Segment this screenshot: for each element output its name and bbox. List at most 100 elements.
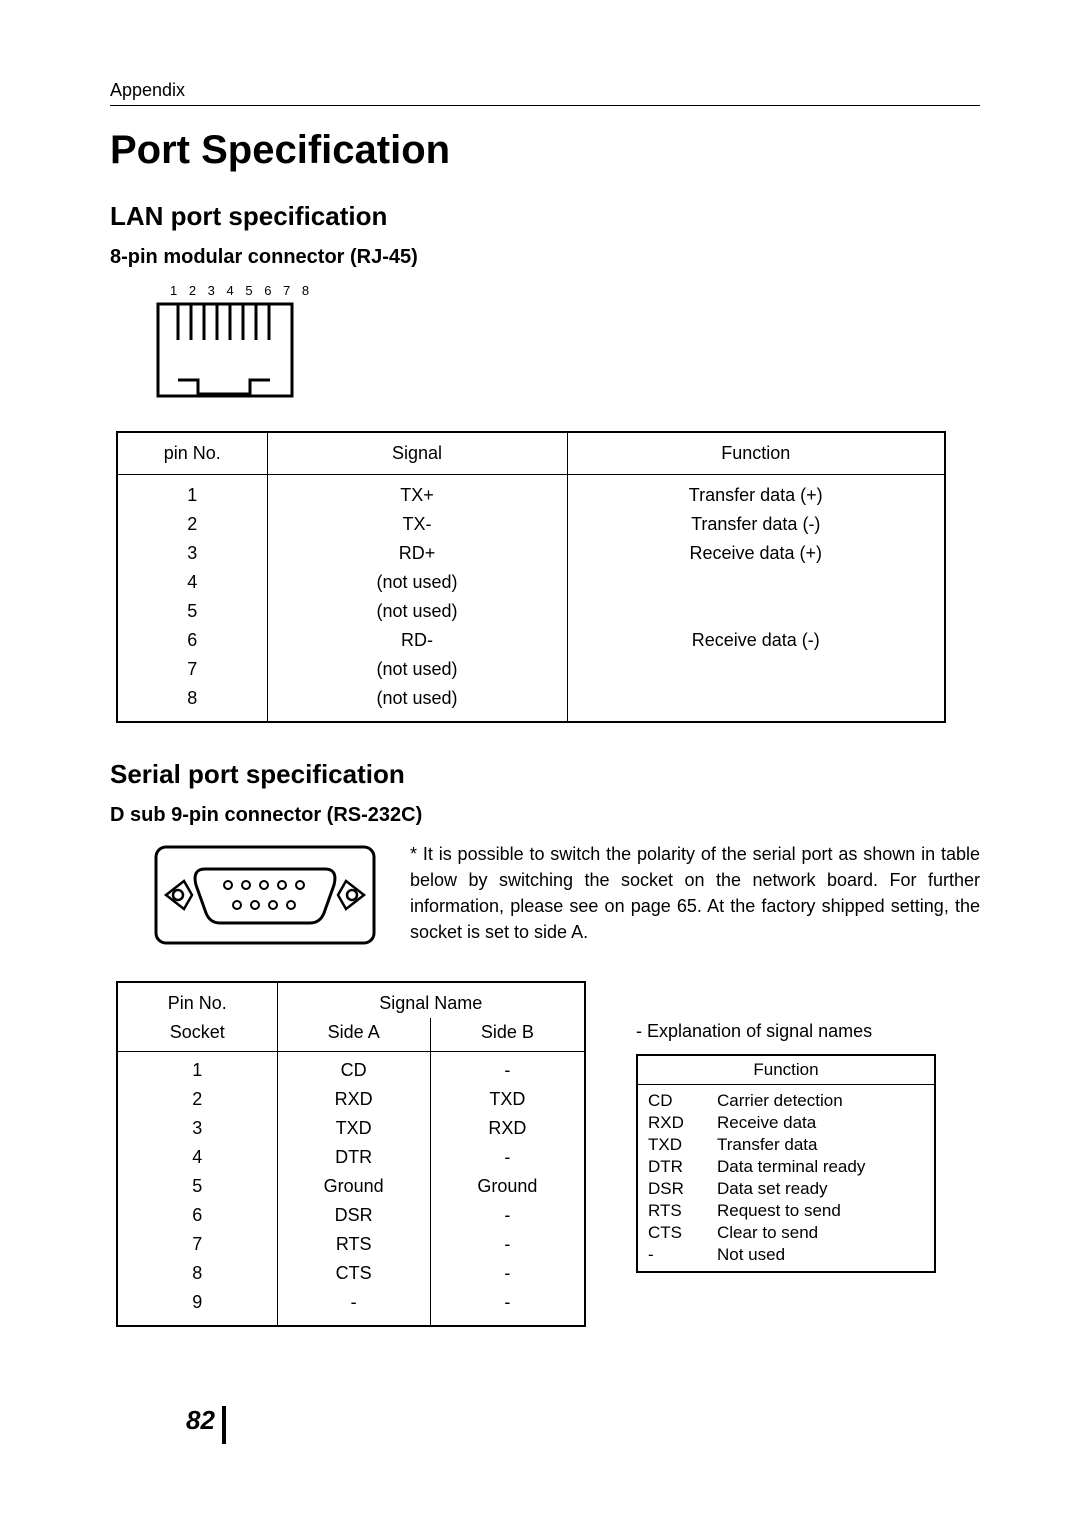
table-row: 6RD-Receive data (-) [117, 626, 945, 655]
cell-function [567, 684, 945, 722]
serial-col-sideb: Side B [430, 1018, 585, 1052]
cell-pin: 1 [117, 475, 267, 511]
table-row: DSRData set ready [637, 1178, 935, 1200]
cell-function: Receive data (-) [567, 626, 945, 655]
table-row: 8CTS- [117, 1259, 585, 1288]
cell-pin: 2 [117, 510, 267, 539]
cell-sideb: - [430, 1201, 585, 1230]
cell-signal: (not used) [267, 568, 567, 597]
table-row: CDCarrier detection [637, 1085, 935, 1113]
cell-desc: Clear to send [707, 1222, 935, 1244]
explanation-header: Function [637, 1055, 935, 1085]
cell-abbr: CD [637, 1085, 707, 1113]
header-bar: Appendix [110, 80, 980, 106]
cell-pin: 3 [117, 1114, 277, 1143]
cell-pin: 6 [117, 626, 267, 655]
explanation-title: - Explanation of signal names [636, 1021, 936, 1042]
cell-pin: 8 [117, 684, 267, 722]
cell-desc: Transfer data [707, 1134, 935, 1156]
serial-pin-table: Pin No. Signal Name Socket Side A Side B… [116, 981, 586, 1327]
table-row: 3TXDRXD [117, 1114, 585, 1143]
cell-signal: (not used) [267, 684, 567, 722]
cell-pin: 7 [117, 1230, 277, 1259]
cell-signal: TX+ [267, 475, 567, 511]
cell-function: Receive data (+) [567, 539, 945, 568]
cell-sidea: - [277, 1288, 430, 1326]
cell-sidea: RXD [277, 1085, 430, 1114]
db9-icon [150, 841, 380, 951]
cell-pin: 3 [117, 539, 267, 568]
table-row: 6DSR- [117, 1201, 585, 1230]
cell-sideb: Ground [430, 1172, 585, 1201]
cell-signal: TX- [267, 510, 567, 539]
cell-signal: RD+ [267, 539, 567, 568]
serial-polarity-note: * It is possible to switch the polarity … [410, 841, 980, 945]
table-row: 4(not used) [117, 568, 945, 597]
table-row: RTSRequest to send [637, 1200, 935, 1222]
cell-pin: 4 [117, 1143, 277, 1172]
table-row: 1CD- [117, 1052, 585, 1086]
cell-pin: 2 [117, 1085, 277, 1114]
cell-pin: 9 [117, 1288, 277, 1326]
cell-signal: (not used) [267, 655, 567, 684]
cell-sideb: TXD [430, 1085, 585, 1114]
page-title: Port Specification [110, 128, 980, 173]
page-number: 82 [186, 1405, 215, 1436]
lan-col-pin: pin No. [117, 432, 267, 475]
table-row: DTRData terminal ready [637, 1156, 935, 1178]
cell-signal: (not used) [267, 597, 567, 626]
lan-col-signal: Signal [267, 432, 567, 475]
serial-col-signal: Signal Name [277, 982, 585, 1018]
cell-sidea: DSR [277, 1201, 430, 1230]
cell-abbr: DSR [637, 1178, 707, 1200]
cell-abbr: RTS [637, 1200, 707, 1222]
cell-desc: Receive data [707, 1112, 935, 1134]
cell-pin: 8 [117, 1259, 277, 1288]
cell-sidea: Ground [277, 1172, 430, 1201]
lan-pin-table: pin No. Signal Function 1TX+Transfer dat… [116, 431, 946, 723]
cell-function: Transfer data (-) [567, 510, 945, 539]
cell-sideb: - [430, 1230, 585, 1259]
cell-sideb: - [430, 1288, 585, 1326]
serial-col-sidea: Side A [277, 1018, 430, 1052]
header-section-label: Appendix [110, 80, 185, 100]
cell-abbr: RXD [637, 1112, 707, 1134]
cell-signal: RD- [267, 626, 567, 655]
cell-sidea: CD [277, 1052, 430, 1086]
serial-heading: Serial port specification [110, 759, 980, 790]
table-row: 2TX-Transfer data (-) [117, 510, 945, 539]
table-row: 5(not used) [117, 597, 945, 626]
table-row: 7RTS- [117, 1230, 585, 1259]
table-row: 7(not used) [117, 655, 945, 684]
cell-pin: 6 [117, 1201, 277, 1230]
cell-pin: 7 [117, 655, 267, 684]
cell-pin: 5 [117, 1172, 277, 1201]
cell-sidea: CTS [277, 1259, 430, 1288]
cell-function [567, 568, 945, 597]
cell-abbr: - [637, 1244, 707, 1272]
cell-abbr: CTS [637, 1222, 707, 1244]
explanation-table: Function CDCarrier detectionRXDReceive d… [636, 1054, 936, 1273]
table-row: 5GroundGround [117, 1172, 585, 1201]
cell-sideb: - [430, 1259, 585, 1288]
cell-pin: 1 [117, 1052, 277, 1086]
page: Appendix Port Specification LAN port spe… [110, 80, 980, 1480]
table-row: 1TX+Transfer data (+) [117, 475, 945, 511]
cell-desc: Carrier detection [707, 1085, 935, 1113]
page-number-bar [222, 1406, 226, 1444]
cell-sideb: - [430, 1052, 585, 1086]
cell-sideb: - [430, 1143, 585, 1172]
serial-connector-heading: D sub 9-pin connector (RS-232C) [110, 804, 980, 827]
cell-sidea: TXD [277, 1114, 430, 1143]
table-row: 2RXDTXD [117, 1085, 585, 1114]
signal-explanation: - Explanation of signal names Function C… [636, 1021, 936, 1273]
cell-desc: Data set ready [707, 1178, 935, 1200]
table-row: 8(not used) [117, 684, 945, 722]
cell-pin: 4 [117, 568, 267, 597]
table-row: RXDReceive data [637, 1112, 935, 1134]
rj45-icon [150, 300, 300, 400]
serial-col-socket: Socket [117, 1018, 277, 1052]
table-row: 4DTR- [117, 1143, 585, 1172]
rj45-diagram: 1 2 3 4 5 6 7 8 [150, 283, 980, 405]
lan-col-function: Function [567, 432, 945, 475]
